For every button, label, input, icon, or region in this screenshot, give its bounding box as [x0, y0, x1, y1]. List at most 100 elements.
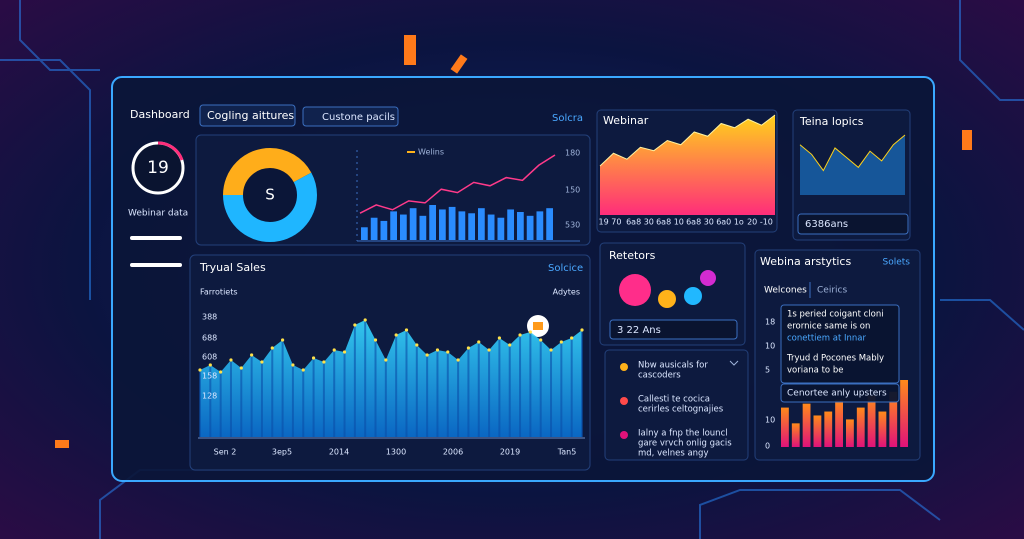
x-tick-label: 20 -10	[747, 218, 773, 227]
point	[322, 360, 326, 364]
point	[250, 353, 254, 357]
point	[487, 348, 491, 352]
bar	[439, 209, 446, 240]
bar	[488, 350, 491, 437]
point	[394, 333, 398, 337]
y-tick-label: 0	[765, 442, 770, 451]
point	[270, 346, 274, 350]
decor-lights	[55, 35, 972, 448]
point	[508, 343, 512, 347]
point	[239, 366, 243, 370]
bullet	[620, 431, 628, 439]
input-value[interactable]: 6386ans	[805, 219, 848, 230]
bar	[219, 372, 222, 437]
y-tick-label: 158	[202, 372, 217, 381]
y-tick-label: 128	[202, 392, 217, 401]
button-label[interactable]: Custone pacils	[322, 112, 395, 123]
input[interactable]	[609, 319, 738, 340]
note-text: gare vrvch onlig gacis	[638, 439, 732, 449]
note-text: Callesti te cocica	[638, 395, 710, 405]
y-tick-label: 530	[565, 221, 580, 230]
point	[311, 356, 316, 360]
bar	[384, 360, 387, 437]
point	[425, 353, 429, 357]
point	[404, 328, 409, 332]
tooltip-footer-text: Cenortee anly upsters	[787, 389, 887, 399]
x-tick-label: 2014	[329, 448, 349, 457]
button[interactable]	[302, 106, 399, 127]
point	[528, 330, 532, 334]
tab[interactable]: Ceirics	[817, 286, 847, 296]
note-text: md, velnes angy	[638, 449, 708, 459]
point	[373, 338, 378, 342]
button-label[interactable]: Cogling aittures	[207, 109, 294, 122]
link[interactable]: Solcra	[552, 113, 583, 124]
panel-title: Webinar	[603, 114, 649, 127]
bar	[271, 348, 274, 437]
point	[229, 358, 233, 362]
bar	[395, 335, 398, 437]
bar	[353, 325, 356, 437]
kpi-label: Webinar data	[128, 209, 188, 219]
y-tick-label: 18	[765, 318, 775, 327]
area-line	[599, 114, 776, 167]
bar	[312, 358, 315, 437]
input-value[interactable]: 3 22 Ans	[617, 325, 661, 336]
x-tick-label: 6a8 30	[626, 218, 654, 227]
bar	[291, 365, 294, 437]
x-tick-label: 6a8 10	[656, 218, 684, 227]
label: Farrotiets	[200, 288, 238, 297]
bar	[477, 342, 480, 437]
bar	[333, 350, 336, 437]
panel-title: Teina lopics	[799, 115, 864, 128]
tab[interactable]: Welcones	[764, 286, 807, 296]
x-tick-label: 2006	[443, 448, 463, 457]
bar	[370, 217, 378, 240]
point	[301, 368, 305, 372]
y-tick-label: 180	[565, 149, 580, 158]
bar	[343, 352, 346, 437]
tooltip-text: erornice same is on	[787, 322, 870, 332]
bar	[517, 212, 524, 240]
chevron	[729, 360, 739, 366]
referrer-bubble	[700, 270, 716, 286]
bar	[199, 370, 201, 437]
bar	[374, 340, 377, 437]
bar	[791, 423, 800, 447]
x-tick-label: 6a8 30	[686, 218, 714, 227]
y-tick-label: 10	[765, 342, 775, 351]
bar	[536, 211, 544, 240]
point	[539, 338, 543, 342]
point	[415, 343, 419, 347]
bar	[507, 209, 514, 240]
bar	[250, 355, 253, 437]
link[interactable]: Solcice	[548, 263, 583, 274]
bar	[426, 355, 429, 437]
point	[580, 328, 584, 332]
bar	[361, 227, 368, 240]
y-tick-label: 688	[202, 334, 217, 343]
label: Adytes	[553, 288, 580, 297]
point	[291, 363, 295, 367]
input[interactable]	[797, 213, 909, 235]
bar	[550, 350, 553, 437]
bar	[457, 360, 460, 437]
tooltip-text: conettiem at Innar	[787, 334, 866, 344]
bar	[581, 330, 583, 437]
point	[353, 323, 357, 327]
y-tick-label: 608	[202, 353, 217, 362]
bar	[229, 360, 232, 437]
point	[497, 336, 502, 340]
y-tick-label: 5	[765, 366, 770, 375]
area	[800, 135, 905, 195]
kpi-accent	[157, 141, 184, 161]
note-text: cerirles celtognajies	[638, 405, 724, 415]
bar	[889, 391, 898, 447]
link[interactable]: Solets	[883, 258, 911, 268]
button[interactable]	[199, 104, 296, 127]
area	[200, 320, 582, 437]
bar	[467, 348, 470, 437]
y-tick-label: 150	[565, 186, 580, 195]
bar	[519, 335, 522, 437]
bar	[380, 220, 388, 240]
